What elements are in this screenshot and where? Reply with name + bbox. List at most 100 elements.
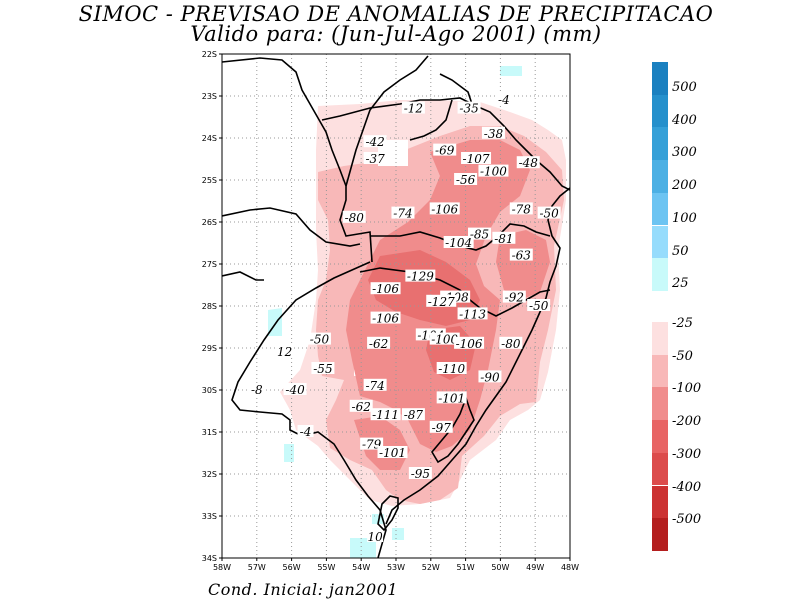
x-tick-label: 55W <box>317 563 335 572</box>
contour-label: -101 <box>436 391 467 405</box>
contour-label: -56 <box>454 173 478 187</box>
chart-subtitle: Valido para: (Jun-Jul-Ago 2001) (mm) <box>190 22 602 46</box>
contour-label-text: -48 <box>519 156 539 170</box>
contour-label: -74 <box>363 378 387 393</box>
uruguay-river-border <box>231 261 387 558</box>
contour-label-background <box>492 231 516 244</box>
contour-label-background <box>433 143 457 156</box>
contour-label: -127 <box>426 294 457 309</box>
contour-label-background <box>457 307 488 320</box>
contour-label: -42 <box>363 135 387 149</box>
contour-label-text: -40 <box>285 383 305 397</box>
contour-label: -110 <box>436 362 467 376</box>
contour-label-background <box>307 332 331 345</box>
colorbar-swatch-negative <box>652 518 668 551</box>
contour-label: -4 <box>297 425 314 439</box>
contour-label-text: -56 <box>456 173 476 187</box>
contour-label: -80 <box>499 336 523 351</box>
contour-label-background <box>370 311 401 324</box>
contour-label: -12 <box>401 101 425 116</box>
contour-label-text: -80 <box>345 211 365 225</box>
y-tick-label: 27S <box>202 260 217 269</box>
colorbar-label: 400 <box>672 112 697 128</box>
colorbar-swatch-negative <box>652 420 668 453</box>
contour-labels: -12 -35 -4 -38 -42 -69 -107 -48 -37 -100 -56 -80 -74… <box>248 93 561 544</box>
contour-label-background <box>429 420 453 433</box>
contour-label-background <box>276 345 293 358</box>
paraguay-coast-line <box>222 207 361 247</box>
contour-label-background <box>360 437 384 450</box>
colorbar-label: 300 <box>672 145 697 161</box>
contour-label-background <box>367 336 391 349</box>
contour-label-background <box>478 370 502 383</box>
contour-label-background <box>363 135 387 148</box>
contour-label-background <box>436 391 467 404</box>
contour-label: -40 <box>283 383 307 397</box>
contour-label: -63 <box>509 248 533 263</box>
colorbar-swatch-negative <box>652 452 668 486</box>
contour-label-text: -80 <box>501 337 521 351</box>
contour-label-text: -85 <box>470 228 489 242</box>
contour-label-text: -35 <box>459 102 478 116</box>
contour-label: -35 <box>457 101 481 116</box>
contour-label-background <box>401 101 425 114</box>
colorbar-swatch-positive <box>652 160 668 193</box>
colorbar-swatch-positive <box>652 192 668 226</box>
colorbar-label: 500 <box>672 80 697 95</box>
colorbar-label: -500 <box>672 512 702 528</box>
contour-label-text: -87 <box>404 408 424 422</box>
y-tick-label: 23S <box>202 92 217 101</box>
contour-label: -106 <box>370 282 401 296</box>
colorbar-swatch-positive <box>652 94 668 128</box>
contour-label-background <box>401 408 425 421</box>
state-border-ms-sp <box>345 55 429 187</box>
contour-label-background <box>297 425 314 437</box>
contour-label-text: -106 <box>431 202 458 216</box>
contour-label-background <box>377 446 408 458</box>
contour-label: -37 <box>363 152 387 166</box>
contour-label-background <box>516 156 540 169</box>
colorbar-swatch-negative <box>652 485 668 519</box>
contour-label-background <box>408 467 432 479</box>
contour-label-background <box>391 206 415 219</box>
x-tick-label: 54W <box>352 563 370 572</box>
contour-label-text: -101 <box>438 391 465 405</box>
contour-label-text: 10 <box>367 530 383 544</box>
contour-label: -79 <box>360 437 384 452</box>
contour-label-background <box>363 152 387 164</box>
contour-label-background <box>405 269 436 282</box>
contour-label: -100 <box>429 332 460 347</box>
colorbar-swatch-negative <box>652 322 668 355</box>
initial-condition-note: Cond. Inicial: jan2001 <box>208 580 399 599</box>
contour-label-text: -69 <box>435 144 455 158</box>
colorbar-label: -400 <box>672 479 702 495</box>
contour-label-text: -74 <box>393 207 412 221</box>
contour-label: -104 <box>443 236 474 250</box>
contour-label-text: -8 <box>251 383 263 397</box>
contour-label: -113 <box>457 307 488 321</box>
contour-label-text: -110 <box>438 362 465 376</box>
contour-label-background <box>426 294 457 307</box>
contour-label: -8 <box>248 383 265 397</box>
positive-anomaly-patch <box>350 538 376 558</box>
contour-label: -101 <box>377 446 408 460</box>
y-tick-label: 28S <box>202 302 217 311</box>
map-area <box>222 54 570 558</box>
contour-label-text: -74 <box>365 379 384 393</box>
contour-label-text: -12 <box>404 102 423 116</box>
contour-label: -100 <box>478 164 509 179</box>
contour-label-background <box>248 383 265 395</box>
colorbar-swatch-positive <box>652 225 668 259</box>
contour-label-background <box>342 210 366 223</box>
y-tick-label: 22S <box>202 50 217 59</box>
colorbar-label: -300 <box>672 446 702 462</box>
contour-label-text: -90 <box>480 370 500 384</box>
y-tick-label: 29S <box>202 344 217 353</box>
contour-label: -50 <box>527 299 551 313</box>
contour-label-text: -42 <box>365 135 384 149</box>
contour-label-text: 12 <box>277 345 292 359</box>
contour-label-text: -100 <box>431 333 458 347</box>
contour-label-background <box>436 362 467 374</box>
argentina-border-west <box>222 271 264 281</box>
